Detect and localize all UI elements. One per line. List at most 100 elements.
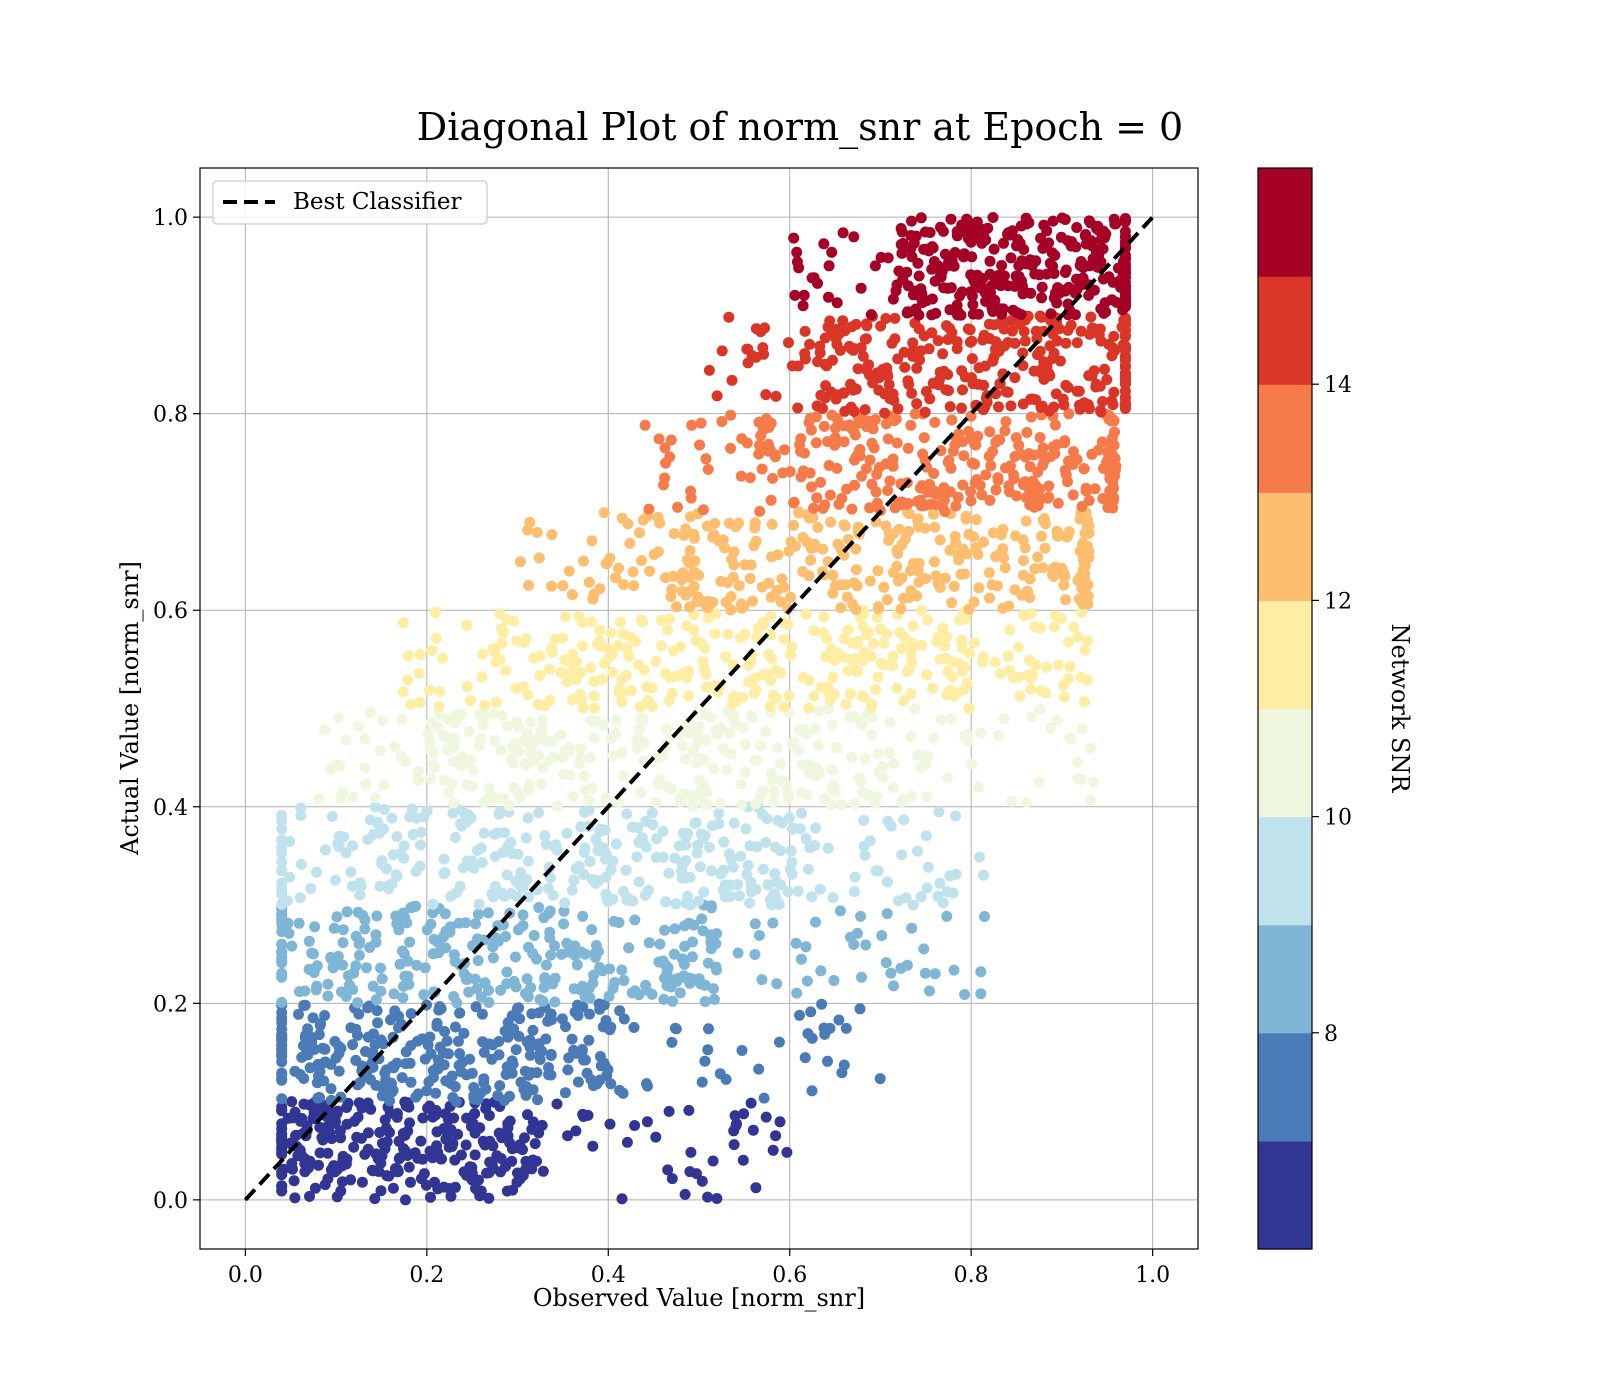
scatter-point	[998, 237, 1009, 249]
scatter-point	[984, 426, 996, 438]
scatter-point	[962, 323, 974, 335]
scatter-point	[440, 942, 452, 954]
scatter-point	[331, 1191, 343, 1203]
scatter-point	[745, 876, 757, 888]
scatter-point	[577, 980, 588, 992]
y-tick-label: 0.4	[153, 796, 188, 821]
scatter-point	[753, 1063, 765, 1075]
scatter-point	[588, 588, 600, 600]
scatter-point	[1085, 311, 1097, 323]
scatter-point	[422, 1039, 434, 1051]
scatter-point	[822, 842, 834, 854]
scatter-point	[957, 666, 969, 678]
scatter-point	[585, 616, 597, 628]
scatter-point	[950, 868, 962, 880]
scatter-point	[891, 279, 903, 291]
scatter-point	[398, 980, 409, 992]
scatter-point	[830, 742, 842, 754]
scatter-point	[276, 1048, 288, 1060]
scatter-point	[603, 990, 615, 1002]
scatter-point	[850, 543, 862, 555]
scatter-point	[795, 953, 807, 965]
scatter-point	[514, 556, 526, 568]
scatter-point	[676, 859, 688, 871]
scatter-point	[461, 779, 473, 791]
scatter-point	[320, 844, 331, 856]
scatter-point	[337, 787, 348, 799]
scatter-point	[716, 345, 728, 357]
scatter-point	[1009, 372, 1021, 384]
scatter-point	[415, 1135, 427, 1147]
x-tick-label: 0.8	[954, 1263, 989, 1288]
scatter-point	[992, 472, 1004, 484]
scatter-point	[809, 723, 821, 735]
scatter-point	[905, 419, 917, 431]
scatter-point	[1029, 268, 1041, 280]
scatter-point	[876, 930, 888, 942]
scatter-point	[443, 1141, 455, 1153]
scatter-point	[1108, 386, 1120, 398]
scatter-point	[1000, 386, 1012, 398]
scatter-point	[325, 1083, 337, 1095]
scatter-point	[354, 877, 366, 889]
scatter-point	[696, 913, 708, 925]
scatter-point	[1075, 325, 1087, 337]
x-tick-label: 1.0	[1135, 1263, 1170, 1288]
scatter-point	[1083, 527, 1095, 539]
scatter-point	[640, 815, 652, 827]
scatter-point	[464, 1168, 476, 1180]
scatter-point	[353, 949, 365, 961]
scatter-point	[508, 757, 519, 769]
scatter-point	[629, 914, 641, 926]
scatter-point	[999, 562, 1011, 574]
scatter-point	[289, 1065, 301, 1077]
scatter-point	[678, 788, 690, 800]
scatter-point	[809, 840, 821, 851]
scatter-point	[717, 534, 729, 546]
scatter-point	[711, 728, 723, 740]
scatter-point	[1068, 621, 1080, 633]
scatter-point	[971, 216, 983, 228]
scatter-point	[788, 822, 800, 834]
scatter-point	[348, 967, 360, 979]
scatter-point	[808, 690, 820, 702]
scatter-point	[794, 1009, 805, 1021]
scatter-point	[489, 645, 501, 657]
scatter-point	[757, 616, 769, 628]
scatter-point	[1051, 714, 1063, 726]
scatter-point	[1084, 795, 1096, 806]
scatter-point	[589, 1078, 601, 1090]
scatter-point	[898, 631, 910, 643]
scatter-point	[469, 1108, 481, 1119]
scatter-point	[861, 421, 872, 433]
scatter-point	[818, 1022, 830, 1034]
scatter-point	[413, 774, 424, 786]
scatter-point	[766, 551, 778, 563]
scatter-point	[612, 640, 624, 652]
scatter-point	[902, 306, 914, 318]
scatter-point	[395, 750, 407, 762]
scatter-point	[351, 1131, 363, 1143]
scatter-point	[775, 596, 787, 608]
scatter-point	[456, 750, 468, 762]
scatter-point	[871, 791, 883, 803]
scatter-point	[742, 859, 754, 871]
scatter-point	[529, 1138, 541, 1150]
scatter-point	[882, 815, 894, 827]
scatter-point	[765, 591, 777, 603]
colorbar-label: Network SNR	[1386, 624, 1414, 794]
scatter-point	[1036, 530, 1047, 542]
scatter-point	[1119, 367, 1131, 379]
scatter-point	[912, 565, 924, 577]
scatter-point	[1017, 288, 1029, 300]
scatter-point	[1035, 685, 1047, 697]
scatter-point	[883, 747, 895, 759]
scatter-point	[1052, 659, 1064, 671]
scatter-point	[1005, 315, 1017, 327]
x-tick-label: 0.2	[409, 1263, 444, 1288]
scatter-point	[943, 257, 954, 269]
scatter-point	[726, 854, 737, 865]
scatter-point	[567, 648, 579, 660]
scatter-point	[1071, 385, 1083, 397]
y-tick-label: 1.0	[153, 206, 188, 231]
